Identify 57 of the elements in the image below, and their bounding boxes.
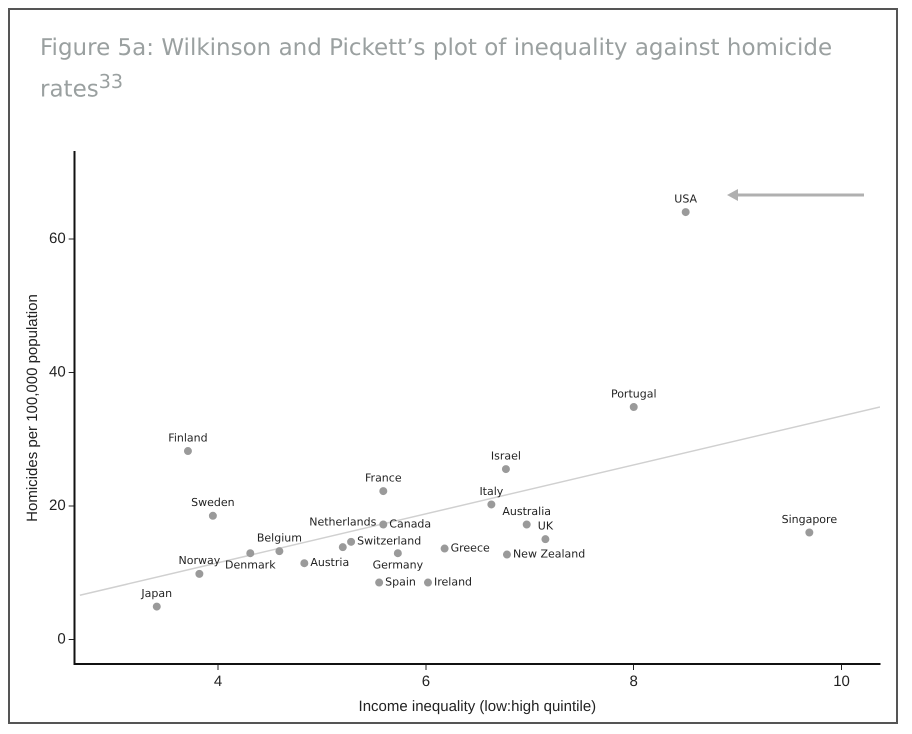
- annotation: Germany: [372, 558, 424, 572]
- point: [246, 549, 254, 558]
- x-tick-label: 4: [214, 673, 222, 690]
- point: [375, 578, 384, 587]
- x-tick-label: 8: [630, 673, 638, 690]
- annotation: Italy: [479, 484, 504, 498]
- point: [424, 578, 432, 587]
- annotation: Japan: [140, 586, 172, 600]
- annotation: Sweden: [191, 496, 235, 510]
- point: [338, 543, 347, 552]
- annotation: Greece: [450, 541, 490, 554]
- annotation: Canada: [389, 517, 432, 530]
- x-tick-label: 10: [833, 673, 850, 690]
- point: [630, 403, 638, 411]
- y-tick-label: 20: [48, 496, 66, 514]
- point: [522, 520, 531, 528]
- annotation: Netherlands: [309, 516, 377, 529]
- point: [379, 520, 388, 528]
- x-tick-label: 6: [422, 673, 430, 690]
- annotation: USA: [674, 192, 698, 206]
- point: [440, 544, 449, 553]
- annotation: Australia: [502, 504, 552, 518]
- annotation: Norway: [178, 554, 221, 568]
- annotation: Spain: [385, 575, 416, 588]
- point: [195, 570, 204, 578]
- annotation: Finland: [168, 431, 208, 444]
- annotation: Portugal: [610, 387, 657, 400]
- annotation: France: [365, 471, 402, 484]
- annotation: Belgium: [256, 532, 302, 545]
- annotation: Switzerland: [357, 534, 422, 548]
- point: [682, 208, 690, 216]
- annotation: Singapore: [782, 512, 838, 526]
- point: [502, 550, 511, 559]
- y-tick-label: 0: [57, 630, 66, 648]
- annotation: New Zealand: [512, 547, 586, 560]
- annotation: Denmark: [225, 558, 276, 572]
- point: [805, 528, 814, 536]
- x-axis-title: Income inequality (low:high quintile): [358, 698, 596, 716]
- y-tick-label: 40: [48, 363, 66, 380]
- point: [541, 535, 550, 544]
- annotation: UK: [538, 520, 554, 533]
- point: [208, 512, 217, 520]
- point: [184, 447, 192, 456]
- chart-title: Figure 5a: Wilkinson and Pickett’s plot of inequality against homicide rates$^{33}$: [40, 34, 834, 104]
- annotation: Ireland: [434, 575, 472, 588]
- annotation: Austria: [310, 556, 350, 570]
- point: [394, 549, 402, 558]
- y-axis-title: Homicides per 100,000 population: [24, 294, 42, 522]
- y-tick-label: 60: [48, 230, 66, 247]
- point: [152, 602, 161, 611]
- annotation: Israel: [490, 449, 521, 462]
- point: [275, 547, 284, 556]
- point: [487, 500, 496, 508]
- point: [347, 538, 356, 546]
- point: [300, 559, 308, 568]
- point: [502, 465, 510, 474]
- point: [379, 487, 388, 496]
